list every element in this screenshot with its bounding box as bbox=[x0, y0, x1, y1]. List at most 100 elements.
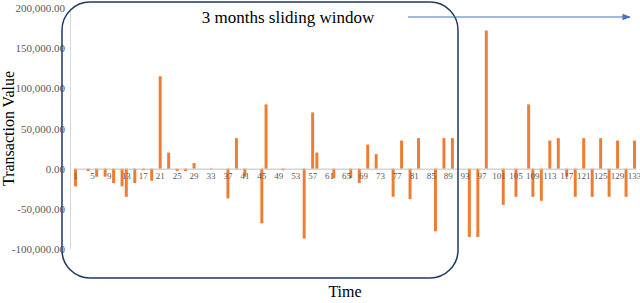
x-tick: 85 bbox=[427, 169, 437, 181]
bars bbox=[74, 30, 636, 238]
x-tick-label: 125 bbox=[594, 171, 608, 181]
bar bbox=[311, 112, 314, 168]
x-tick-label: 25 bbox=[173, 171, 183, 181]
bar bbox=[582, 138, 585, 169]
x-tick: 49 bbox=[274, 169, 284, 181]
x-tick-label: 81 bbox=[410, 171, 419, 181]
x-tick-label: 13 bbox=[122, 171, 132, 181]
bar bbox=[133, 169, 136, 183]
x-tick: 37 bbox=[223, 169, 233, 181]
x-tick-label: 65 bbox=[342, 171, 352, 181]
bar bbox=[527, 104, 530, 168]
x-axis: 1 5 9 13 17 21 25 29 33 37 41 45 49 53 57 61 65 69 73 77 81 8… bbox=[73, 169, 640, 181]
x-tick-label: 33 bbox=[207, 171, 217, 181]
x-tick: 61 bbox=[325, 169, 334, 181]
x-tick-label: 73 bbox=[376, 171, 386, 181]
x-tick-label: 109 bbox=[526, 171, 540, 181]
x-tick-label: 53 bbox=[291, 171, 301, 181]
bar bbox=[451, 138, 454, 169]
x-tick-label: 117 bbox=[560, 171, 574, 181]
x-tick: 73 bbox=[376, 169, 386, 181]
bar bbox=[548, 141, 551, 169]
x-tick-label: 101 bbox=[492, 171, 506, 181]
bar bbox=[150, 169, 153, 181]
x-tick-label: 5 bbox=[90, 171, 95, 181]
bar bbox=[303, 169, 306, 239]
x-tick-label: 129 bbox=[611, 171, 625, 181]
bar bbox=[193, 163, 196, 169]
bar bbox=[159, 76, 162, 168]
y-tick-label: 150,000.00 bbox=[16, 42, 66, 54]
x-tick: 41 bbox=[240, 169, 249, 181]
bar bbox=[599, 138, 602, 169]
x-tick: 17 bbox=[139, 169, 149, 181]
x-tick: 57 bbox=[308, 169, 318, 181]
bar bbox=[616, 141, 619, 169]
x-tick: 1 bbox=[73, 169, 78, 181]
x-tick: 129 bbox=[611, 169, 625, 181]
bar bbox=[74, 169, 77, 187]
y-tick-label: -100,000.00 bbox=[12, 243, 66, 255]
y-tick-label: -50,000.00 bbox=[17, 203, 65, 215]
x-tick-label: 37 bbox=[223, 171, 233, 181]
x-tick: 125 bbox=[594, 169, 608, 181]
bar bbox=[417, 138, 420, 169]
x-tick: 101 bbox=[492, 169, 506, 181]
bar bbox=[485, 30, 488, 168]
x-tick-label: 29 bbox=[190, 171, 200, 181]
x-tick: 133 bbox=[628, 169, 640, 181]
bar bbox=[366, 145, 369, 169]
x-tick: 29 bbox=[190, 169, 200, 181]
x-tick-label: 61 bbox=[325, 171, 334, 181]
y-axis-line bbox=[70, 9, 71, 250]
x-tick-label: 89 bbox=[444, 171, 454, 181]
chart: -100,000.00-50,000.000.0050,000.00100,00… bbox=[0, 0, 640, 303]
x-tick-label: 121 bbox=[577, 171, 591, 181]
x-tick: 9 bbox=[107, 169, 112, 181]
x-tick: 5 bbox=[90, 169, 95, 181]
x-tick-label: 93 bbox=[461, 171, 471, 181]
x-tick-label: 1 bbox=[73, 171, 78, 181]
x-tick: 45 bbox=[257, 169, 267, 181]
x-tick: 81 bbox=[410, 169, 419, 181]
x-tick-label: 9 bbox=[107, 171, 112, 181]
x-tick-label: 57 bbox=[308, 171, 318, 181]
x-tick: 33 bbox=[207, 169, 217, 181]
bar bbox=[633, 141, 636, 169]
x-tick: 21 bbox=[156, 169, 165, 181]
y-tick-label: 200,000.00 bbox=[16, 2, 66, 14]
x-axis-line bbox=[75, 169, 637, 170]
y-tick: 200,000.00 bbox=[16, 2, 71, 14]
window-frame bbox=[62, 2, 458, 278]
bar bbox=[375, 154, 378, 168]
x-tick-label: 133 bbox=[628, 171, 640, 181]
y-tick-label: 50,000.00 bbox=[21, 123, 66, 135]
x-tick: 65 bbox=[342, 169, 352, 181]
bar bbox=[442, 138, 445, 169]
x-tick: 117 bbox=[560, 169, 574, 181]
x-tick: 93 bbox=[461, 169, 471, 181]
y-tick-label: 100,000.00 bbox=[16, 82, 66, 94]
x-tick-label: 85 bbox=[427, 171, 437, 181]
y-axis-title: Transaction Value bbox=[0, 71, 17, 186]
x-tick-label: 49 bbox=[274, 171, 284, 181]
x-tick: 121 bbox=[577, 169, 591, 181]
x-tick-label: 113 bbox=[543, 171, 557, 181]
x-tick-label: 69 bbox=[359, 171, 369, 181]
bar bbox=[235, 138, 238, 169]
x-tick: 53 bbox=[291, 169, 301, 181]
x-tick-label: 41 bbox=[240, 171, 249, 181]
x-tick-label: 97 bbox=[478, 171, 488, 181]
x-tick: 25 bbox=[173, 169, 183, 181]
bar bbox=[112, 169, 115, 183]
x-tick: 97 bbox=[478, 169, 488, 181]
bar bbox=[95, 169, 98, 177]
x-tick: 105 bbox=[509, 169, 523, 181]
x-tick-label: 77 bbox=[393, 171, 403, 181]
bar bbox=[265, 104, 268, 168]
x-tick-label: 17 bbox=[139, 171, 149, 181]
bar bbox=[400, 141, 403, 169]
window-arrow bbox=[408, 16, 630, 17]
bar bbox=[557, 138, 560, 169]
x-tick: 77 bbox=[393, 169, 403, 181]
